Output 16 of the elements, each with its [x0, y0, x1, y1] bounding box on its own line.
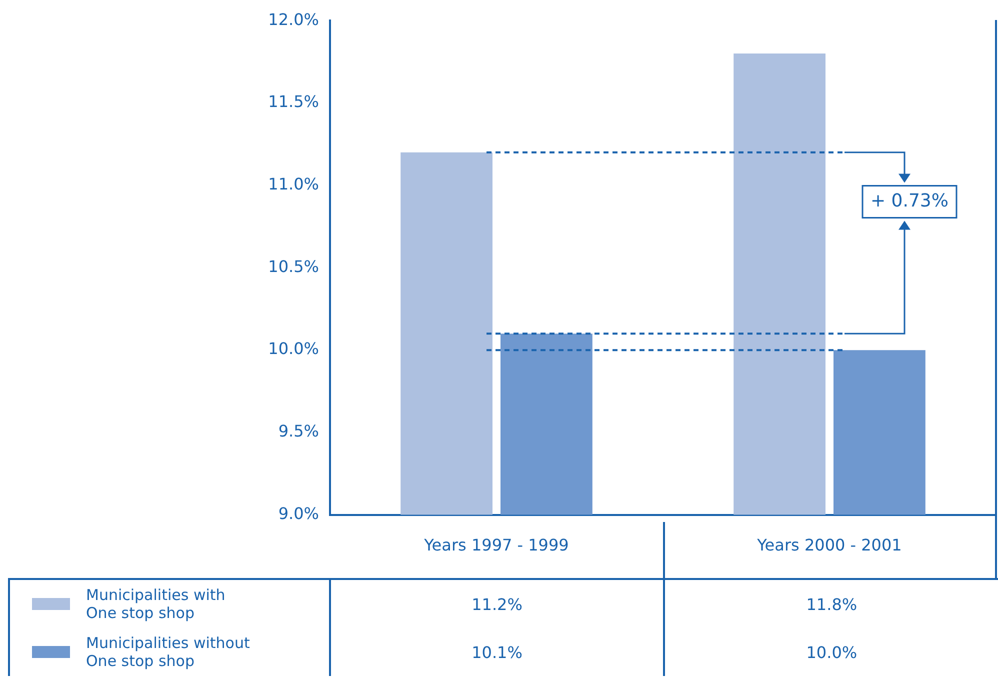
- y-tick-label: 12.0%: [268, 10, 319, 29]
- y-tick-label: 9.5%: [278, 422, 319, 441]
- data-label: 11.8%: [663, 580, 998, 628]
- legend-label: Municipalities without One stop shop: [86, 634, 251, 670]
- legend-label: Municipalities with One stop shop: [86, 586, 226, 622]
- y-tick-label: 10.0%: [268, 339, 319, 358]
- annotation: + 0.73%: [870, 190, 948, 212]
- y-tick-label: 11.0%: [268, 174, 319, 194]
- x-tick-label: Years 1997 - 1999: [423, 536, 569, 555]
- data-label: 10.0%: [663, 628, 998, 676]
- y-tick-label: 11.5%: [268, 92, 319, 112]
- data-label: 11.2%: [328, 580, 664, 628]
- y-tick-label: 9.0%: [278, 504, 319, 523]
- x-tick-label: Years 2000 - 2001: [756, 536, 902, 555]
- y-tick-label: 10.5%: [268, 256, 319, 276]
- data-label: 10.1%: [328, 628, 664, 676]
